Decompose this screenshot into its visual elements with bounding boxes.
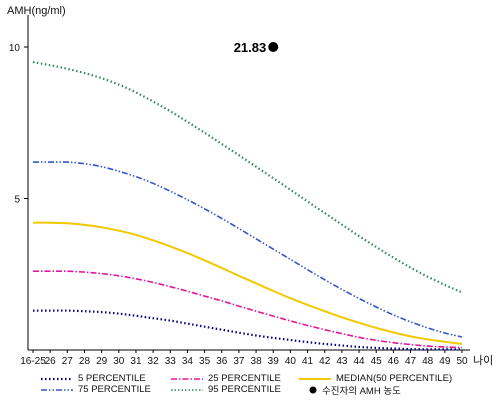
legend-label-median: MEDIAN(50 PERCENTILE) [336,373,453,384]
x-tick-label: 32 [148,356,160,367]
x-tick-label: 38 [251,356,263,367]
x-tick-label: 42 [319,356,331,367]
x-tick-label: 41 [302,356,314,367]
x-tick-label: 30 [113,356,125,367]
y-axis-label: AMH(ng/ml) [7,5,66,17]
x-tick-label: 31 [130,356,142,367]
x-tick-label: 36 [216,356,228,367]
legend-label-patient-amh: 수진자의 AMH 농도 [322,385,401,397]
series-line-5-percentile [32,309,462,351]
legend-item-5-percentile: 5 PERCENTILE [40,373,146,384]
x-tick-label: 27 [62,356,74,367]
series-line-25-percentile [33,270,463,349]
x-tick-label: 28 [79,356,91,367]
legend-swatch-median [299,377,331,380]
y-tick-label: 10 [9,43,21,54]
series-line-75-percentile [32,161,463,338]
legend-item-median: MEDIAN(50 PERCENTILE) [298,373,452,384]
legend-label-25-percentile: 25 PERCENTILE [208,373,281,384]
x-tick-label: 29 [96,356,108,367]
legend-item-95-percentile: 95 PERCENTILE [170,384,281,395]
x-tick-label: 45 [371,356,383,367]
legend-swatch-75-percentile [41,388,73,391]
x-tick-label: 46 [388,356,400,367]
x-tick-label: 40 [285,356,297,367]
x-tick-label: 50 [456,356,468,367]
patient-amh-marker [268,42,279,52]
legend-label-95-percentile: 95 PERCENTILE [208,384,281,395]
x-tick-label: 37 [233,356,245,367]
legend-item-25-percentile: 25 PERCENTILE [170,373,281,384]
series-line-95-percentile [32,61,463,294]
legend-label-75-percentile: 75 PERCENTILE [78,384,151,395]
x-tick-label: 33 [165,356,177,367]
y-tick-label: 5 [14,195,20,206]
x-tick-label: 49 [439,356,451,367]
x-tick-label: 35 [199,356,211,367]
x-tick-label: 26 [45,356,57,367]
x-tick-label: 39 [268,356,280,367]
legend-label-5-percentile: 5 PERCENTILE [78,373,146,384]
x-tick-label: 44 [353,356,365,367]
legend-item-75-percentile: 75 PERCENTILE [40,384,151,395]
x-tick-label: 16-25 [20,356,46,367]
legend-swatch-patient-amh [309,386,317,393]
legend-swatch-5-percentile [41,377,73,380]
legend-item-patient-amh: 수진자의 AMH 농도 [308,384,401,397]
x-tick-label: 48 [422,356,434,367]
patient-amh-value-label: 21.83 [234,40,267,55]
legend-swatch-95-percentile [171,388,203,391]
x-tick-label: 34 [182,356,194,367]
legend-swatch-25-percentile [171,377,203,380]
x-tick-label: 47 [405,356,417,367]
chart-legend: 5 PERCENTILE 25 PERCENTILE MEDIAN(50 PER… [40,371,490,397]
x-tick-label: 43 [336,356,348,367]
x-axis-label: 나이 [473,354,493,367]
series-line-median-50-percentile [32,221,463,345]
